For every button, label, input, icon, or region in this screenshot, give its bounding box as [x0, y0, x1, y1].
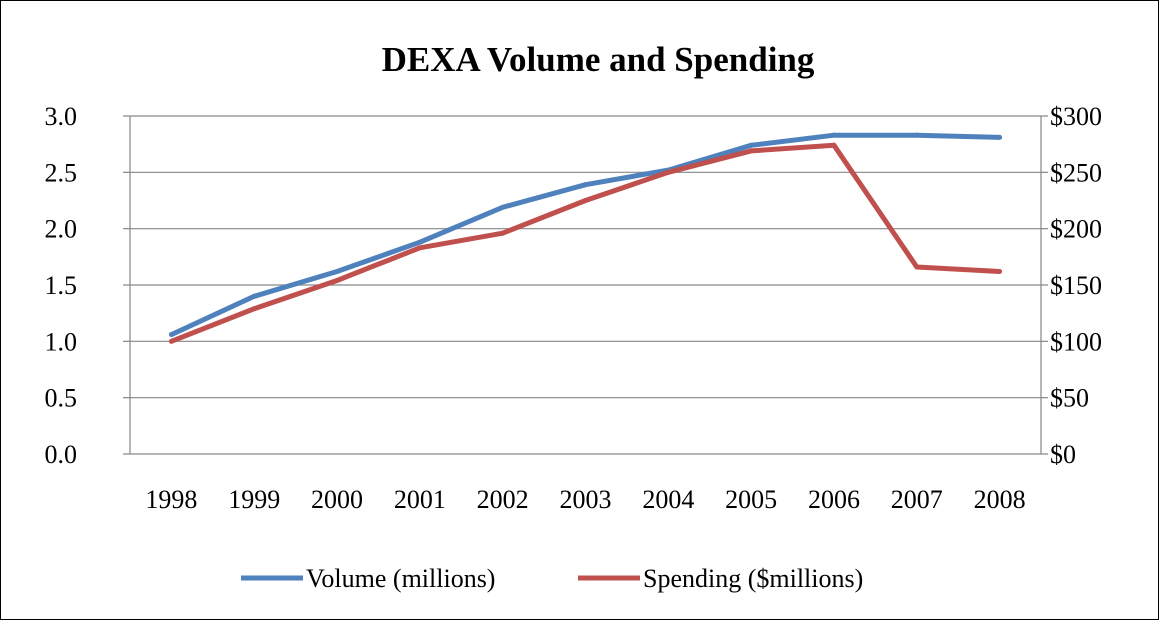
data-point-volume	[748, 142, 754, 148]
x-tick-label: 2000	[311, 485, 363, 514]
gridlines	[130, 115, 1041, 399]
y-tick-label: 2.0	[45, 215, 78, 244]
data-point-volume	[500, 204, 506, 210]
y-tick-label: 0.5	[45, 384, 78, 413]
y-tick-label: 1.5	[45, 271, 78, 300]
y2-tick-label: $0	[1050, 440, 1076, 469]
x-tick-label: 2007	[891, 485, 943, 514]
data-point-volume	[417, 239, 423, 245]
y-tick-label: 0.0	[45, 440, 78, 469]
data-point-spending	[251, 306, 257, 312]
y-tick-label: 3.0	[45, 102, 78, 131]
data-point-spending	[168, 338, 174, 344]
legend-label-spending: Spending ($millions)	[643, 564, 863, 593]
data-point-spending	[914, 264, 920, 270]
data-point-spending	[334, 277, 340, 283]
x-tick-label: 2006	[808, 485, 860, 514]
x-tick-label: 1998	[145, 485, 197, 514]
y2-tick-label: $50	[1050, 384, 1089, 413]
data-point-spending	[665, 169, 671, 175]
data-point-volume	[168, 332, 174, 338]
x-tick-label: 2002	[477, 485, 529, 514]
data-point-volume	[334, 268, 340, 274]
y2-tick-label: $100	[1050, 327, 1102, 356]
data-point-spending	[417, 245, 423, 251]
y-tick-label: 2.5	[45, 158, 78, 187]
series-lines	[168, 132, 1003, 344]
axes: 0.0 $0 0.5 $50 1.0 $100 1.5 $150 2.0 $200 2.5 $250 3…	[45, 102, 1103, 514]
data-point-volume	[997, 134, 1003, 140]
data-point-volume	[831, 132, 837, 138]
data-point-spending	[583, 198, 588, 203]
x-tick-label: 1999	[228, 485, 280, 514]
data-point-spending	[831, 142, 837, 148]
x-tick-label: 2003	[560, 485, 612, 514]
y-tick-label: 1.0	[45, 327, 78, 356]
y2-tick-label: $200	[1050, 215, 1102, 244]
legend: Volume (millions) Spending ($millions)	[241, 564, 863, 593]
data-point-volume	[251, 293, 257, 299]
x-tick-label: 2008	[974, 485, 1026, 514]
series-line-volume	[170, 132, 1000, 337]
data-point-spending	[500, 230, 506, 236]
y2-tick-label: $150	[1050, 271, 1102, 300]
y2-tick-label: $250	[1050, 158, 1102, 187]
x-tick-label: 2005	[725, 485, 777, 514]
data-point-spending	[997, 268, 1003, 274]
data-point-volume	[914, 132, 920, 138]
x-tick-label: 2001	[394, 485, 446, 514]
y2-tick-label: $300	[1050, 102, 1102, 131]
data-point-volume	[583, 182, 588, 188]
x-tick-label: 2004	[642, 485, 694, 514]
chart-title: DEXA Volume and Spending	[382, 40, 815, 79]
series-line-spending	[170, 142, 1000, 344]
data-point-spending	[748, 148, 754, 154]
legend-label-volume: Volume (millions)	[306, 564, 495, 593]
